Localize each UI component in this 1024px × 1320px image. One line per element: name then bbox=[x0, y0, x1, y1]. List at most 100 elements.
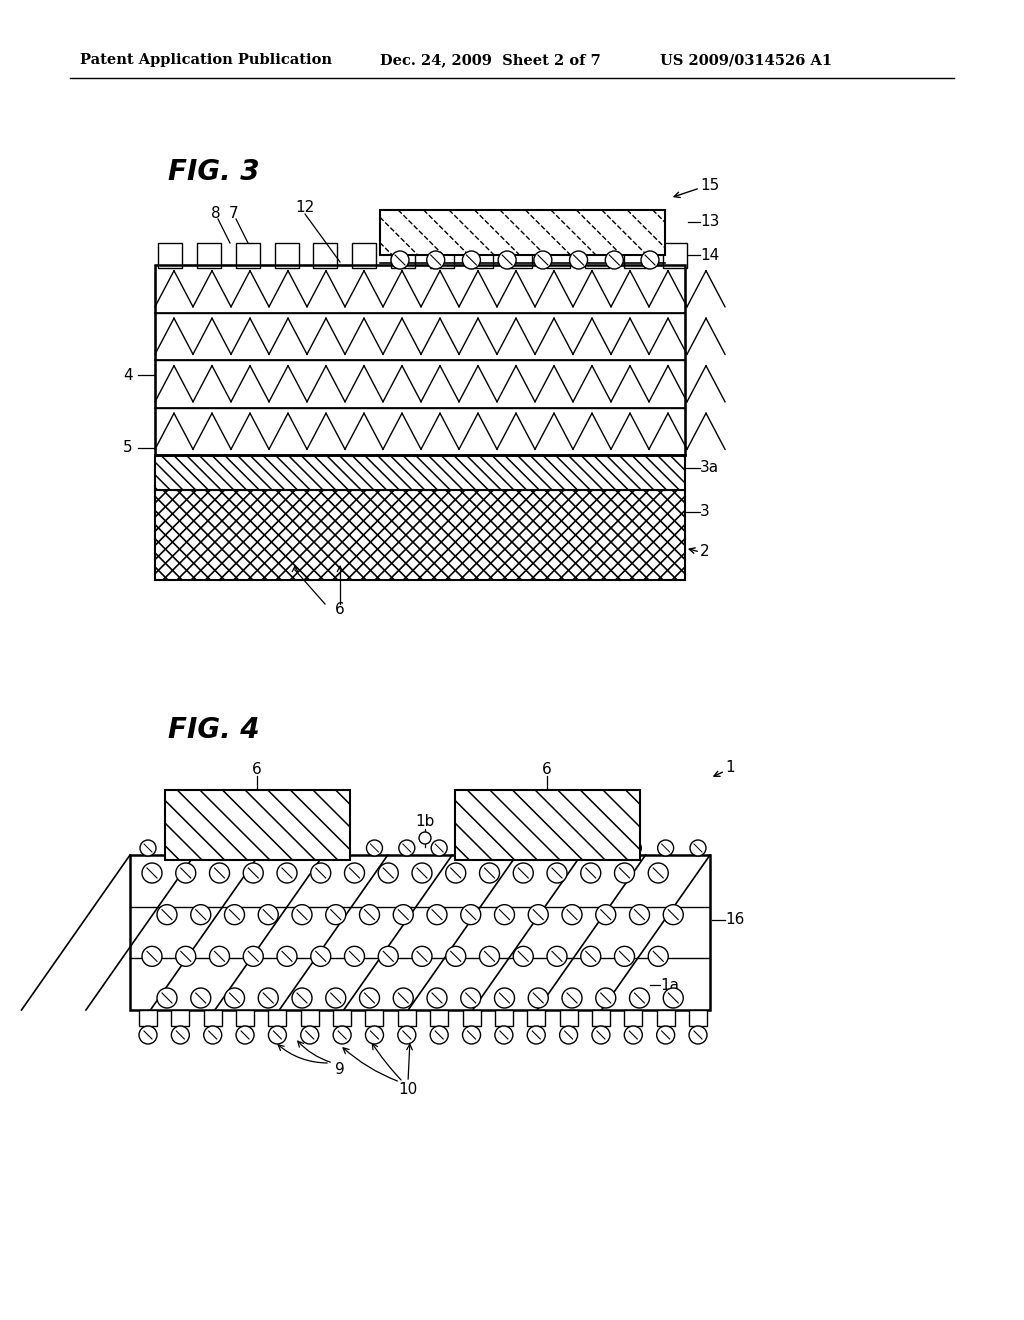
Circle shape bbox=[326, 987, 346, 1008]
Bar bbox=[155, 313, 685, 360]
Bar bbox=[455, 789, 640, 861]
Circle shape bbox=[562, 904, 582, 925]
Circle shape bbox=[326, 904, 346, 925]
Text: Dec. 24, 2009  Sheet 2 of 7: Dec. 24, 2009 Sheet 2 of 7 bbox=[380, 53, 601, 67]
Circle shape bbox=[630, 987, 649, 1008]
Circle shape bbox=[427, 904, 447, 925]
Bar bbox=[155, 360, 685, 408]
Circle shape bbox=[310, 946, 331, 966]
Circle shape bbox=[334, 840, 350, 855]
Text: 10: 10 bbox=[398, 1082, 418, 1097]
Bar bbox=[508, 243, 531, 268]
Text: US 2009/0314526 A1: US 2009/0314526 A1 bbox=[660, 53, 833, 67]
Circle shape bbox=[445, 863, 466, 883]
Text: 1: 1 bbox=[725, 760, 734, 776]
Circle shape bbox=[142, 863, 162, 883]
Circle shape bbox=[210, 863, 229, 883]
Circle shape bbox=[378, 863, 398, 883]
Bar bbox=[527, 1010, 545, 1026]
Circle shape bbox=[139, 1026, 157, 1044]
Text: FIG. 4: FIG. 4 bbox=[168, 715, 259, 744]
Bar bbox=[333, 1010, 351, 1026]
Circle shape bbox=[461, 904, 480, 925]
Bar bbox=[268, 1010, 287, 1026]
Text: 13: 13 bbox=[700, 214, 720, 230]
Circle shape bbox=[528, 987, 548, 1008]
Bar bbox=[689, 1010, 707, 1026]
Circle shape bbox=[592, 1026, 610, 1044]
Circle shape bbox=[547, 946, 567, 966]
Circle shape bbox=[269, 840, 286, 855]
Circle shape bbox=[302, 840, 317, 855]
Text: FIG. 3: FIG. 3 bbox=[168, 158, 259, 186]
Bar bbox=[155, 408, 685, 455]
Circle shape bbox=[210, 946, 229, 966]
Circle shape bbox=[463, 1026, 480, 1044]
Text: Patent Application Publication: Patent Application Publication bbox=[80, 53, 332, 67]
Circle shape bbox=[344, 946, 365, 966]
Circle shape bbox=[534, 251, 552, 269]
Circle shape bbox=[224, 904, 245, 925]
Bar bbox=[158, 243, 182, 268]
Circle shape bbox=[393, 904, 414, 925]
Circle shape bbox=[412, 946, 432, 966]
Bar bbox=[586, 243, 609, 268]
Circle shape bbox=[344, 863, 365, 883]
Bar bbox=[155, 455, 685, 490]
Bar bbox=[430, 243, 454, 268]
Circle shape bbox=[412, 863, 432, 883]
Bar bbox=[469, 243, 493, 268]
Circle shape bbox=[378, 946, 398, 966]
Bar bbox=[236, 243, 260, 268]
Circle shape bbox=[157, 904, 177, 925]
Circle shape bbox=[301, 1026, 318, 1044]
Circle shape bbox=[562, 987, 582, 1008]
Circle shape bbox=[292, 904, 312, 925]
Circle shape bbox=[258, 904, 279, 925]
Circle shape bbox=[140, 840, 156, 855]
Circle shape bbox=[581, 946, 601, 966]
Text: 6: 6 bbox=[252, 763, 262, 777]
Bar bbox=[139, 1010, 157, 1026]
Circle shape bbox=[596, 904, 615, 925]
Circle shape bbox=[310, 863, 331, 883]
Circle shape bbox=[238, 840, 253, 855]
Bar bbox=[430, 1010, 449, 1026]
Circle shape bbox=[648, 863, 669, 883]
Circle shape bbox=[244, 863, 263, 883]
Bar bbox=[625, 243, 648, 268]
Circle shape bbox=[496, 840, 512, 855]
Circle shape bbox=[427, 251, 444, 269]
Bar bbox=[165, 789, 350, 861]
Circle shape bbox=[393, 987, 414, 1008]
Circle shape bbox=[461, 987, 480, 1008]
Circle shape bbox=[278, 863, 297, 883]
Text: 14: 14 bbox=[700, 248, 719, 263]
Circle shape bbox=[244, 946, 263, 966]
Circle shape bbox=[430, 1026, 449, 1044]
Circle shape bbox=[641, 251, 659, 269]
Circle shape bbox=[176, 946, 196, 966]
Circle shape bbox=[689, 1026, 707, 1044]
Bar bbox=[155, 265, 685, 313]
Bar bbox=[171, 1010, 189, 1026]
Circle shape bbox=[205, 840, 221, 855]
Text: 1b: 1b bbox=[416, 814, 434, 829]
Text: 16: 16 bbox=[725, 912, 744, 928]
Circle shape bbox=[464, 840, 479, 855]
Circle shape bbox=[495, 1026, 513, 1044]
Circle shape bbox=[157, 987, 177, 1008]
Bar bbox=[463, 1010, 480, 1026]
Circle shape bbox=[690, 840, 706, 855]
Circle shape bbox=[190, 904, 211, 925]
Text: 6: 6 bbox=[335, 602, 345, 618]
Bar bbox=[391, 243, 415, 268]
Text: 6: 6 bbox=[542, 763, 552, 777]
Circle shape bbox=[292, 987, 312, 1008]
Bar bbox=[625, 1010, 642, 1026]
Text: 7: 7 bbox=[229, 206, 239, 220]
Circle shape bbox=[614, 863, 635, 883]
Text: 8: 8 bbox=[211, 206, 221, 220]
Circle shape bbox=[172, 840, 188, 855]
Circle shape bbox=[397, 1026, 416, 1044]
